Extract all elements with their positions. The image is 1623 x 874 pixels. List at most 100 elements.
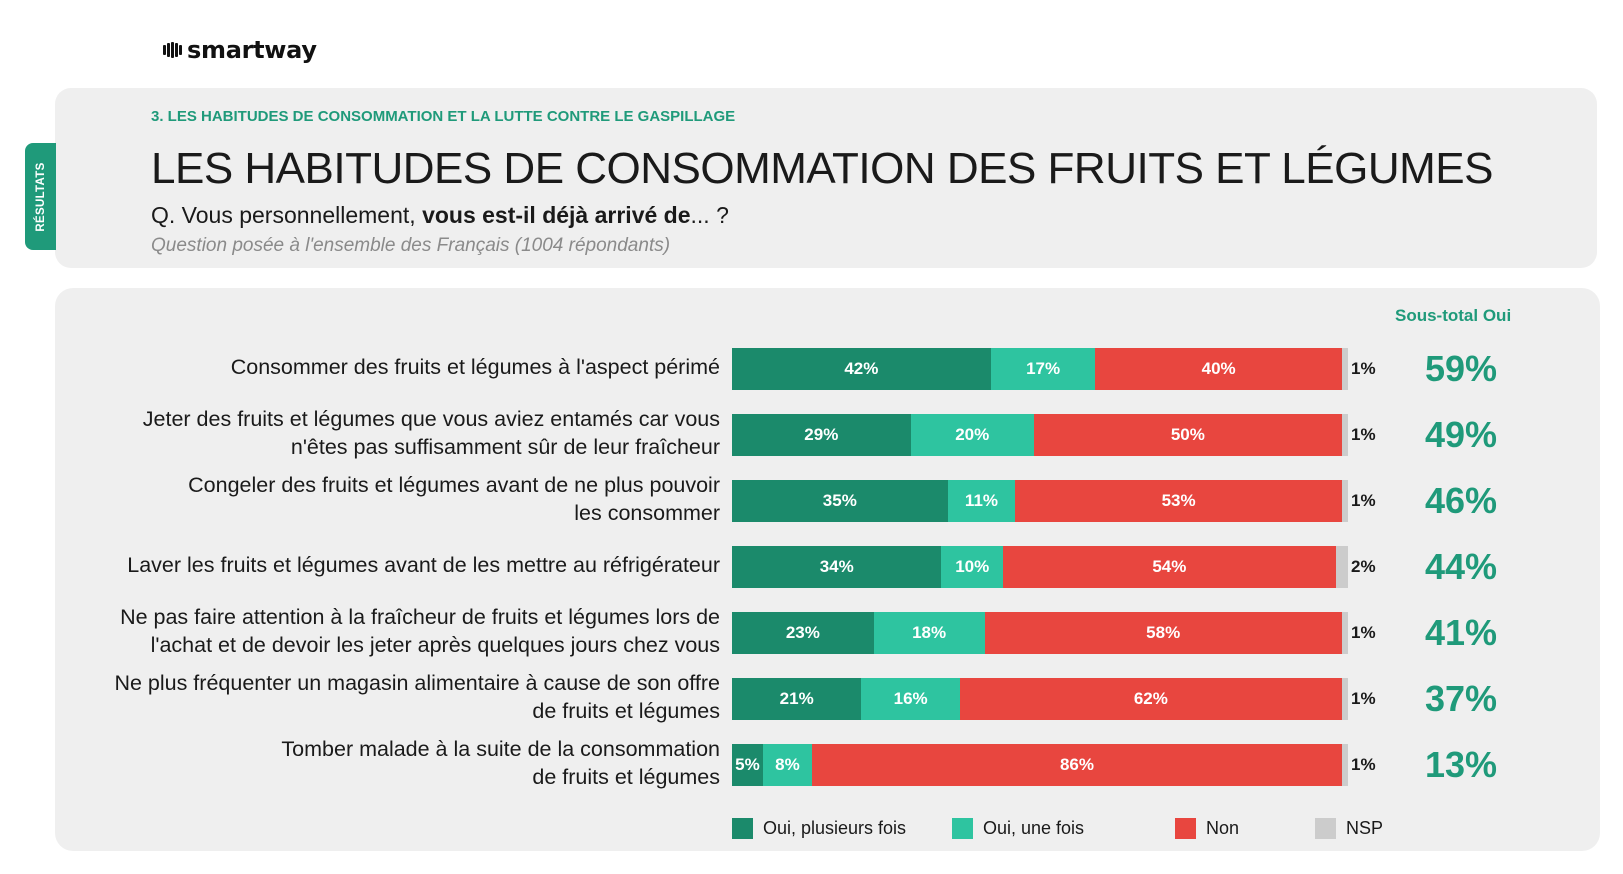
bar-value-label: 42% bbox=[844, 359, 879, 378]
legend-label-nsp: NSP bbox=[1346, 818, 1384, 838]
bar-segment-non: 54% bbox=[1003, 546, 1336, 588]
nsp-value-label: 1% bbox=[1351, 755, 1376, 774]
bar-value-label: 34% bbox=[819, 557, 854, 576]
bar-segment-non: 40% bbox=[1095, 348, 1342, 390]
legend-label-non: Non bbox=[1206, 818, 1240, 838]
bar-segment-oui-une: 17% bbox=[990, 348, 1096, 390]
category-label-line: Consommer des fruits et légumes à l'aspe… bbox=[230, 355, 720, 379]
bar-segment-oui-une: 11% bbox=[947, 480, 1016, 522]
category-label-line: les consommer bbox=[574, 501, 720, 525]
bar-value-label: 18% bbox=[912, 623, 947, 642]
bar-value-label: 17% bbox=[1026, 359, 1061, 378]
nsp-value-label: 1% bbox=[1351, 623, 1376, 642]
bar-segment-oui-plusieurs: 29% bbox=[732, 414, 911, 456]
subtotal-header: Sous-total Oui bbox=[1395, 306, 1512, 325]
bar-segment-oui-une: 10% bbox=[941, 546, 1004, 588]
category-label-line: de fruits et légumes bbox=[532, 699, 720, 723]
section-label: 3. LES HABITUDES DE CONSOMMATION ET LA L… bbox=[151, 108, 736, 125]
bar-value-label: 5% bbox=[735, 755, 760, 774]
category-label-line: n'êtes pas suffisamment sûr de leur fraî… bbox=[290, 435, 720, 459]
subtotal-value: 44% bbox=[1425, 546, 1498, 587]
results-side-tab: RÉSULTATS bbox=[25, 143, 56, 250]
category-label: Tomber malade à la suite de la consommat… bbox=[281, 735, 720, 791]
bar-value-label: 8% bbox=[775, 755, 800, 774]
category-label-line: Ne pas faire attention à la fraîcheur de… bbox=[120, 605, 720, 629]
bar-value-label: 10% bbox=[955, 557, 990, 576]
bar-value-label: 20% bbox=[955, 425, 990, 444]
subtotal-value: 49% bbox=[1425, 414, 1498, 455]
subtotal-value: 41% bbox=[1425, 612, 1498, 653]
category-label: Jeter des fruits et légumes que vous avi… bbox=[143, 405, 720, 461]
question-prefix: Q. Vous personnellement, bbox=[151, 202, 423, 228]
header-panel bbox=[55, 88, 1597, 268]
subtotal-value: 59% bbox=[1425, 348, 1498, 389]
subtotal-value: 46% bbox=[1425, 480, 1498, 521]
nsp-value-label: 1% bbox=[1351, 425, 1376, 444]
category-label: Ne pas faire attention à la fraîcheur de… bbox=[120, 603, 720, 659]
bar-segment-nsp bbox=[1335, 546, 1348, 588]
bar-segment-non: 50% bbox=[1033, 414, 1342, 456]
category-label: Congeler des fruits et légumes avant de … bbox=[188, 471, 720, 527]
bar-value-label: 58% bbox=[1146, 623, 1181, 642]
bar-value-label: 62% bbox=[1133, 689, 1168, 708]
category-label-line: Jeter des fruits et légumes que vous avi… bbox=[142, 407, 720, 431]
subtotal-value: 37% bbox=[1425, 678, 1498, 719]
legend-label-oui-plusieurs: Oui, plusieurs fois bbox=[763, 818, 907, 838]
category-label-line: Laver les fruits et légumes avant de les… bbox=[127, 553, 720, 577]
legend-swatch-oui-plusieurs bbox=[732, 818, 753, 839]
bar-value-label: 40% bbox=[1201, 359, 1236, 378]
legend-item-oui-plusieurs: Oui, plusieurs fois bbox=[732, 818, 906, 839]
nsp-value-label: 2% bbox=[1351, 557, 1376, 576]
legend-item-non: Non bbox=[1175, 818, 1239, 839]
bar-segment-non: 86% bbox=[812, 744, 1342, 786]
bar-segment-nsp bbox=[1341, 612, 1348, 654]
bar-value-label: 86% bbox=[1059, 755, 1094, 774]
legend-swatch-nsp bbox=[1315, 818, 1336, 839]
bar-segment-oui-plusieurs: 35% bbox=[732, 480, 948, 522]
legend-swatch-non bbox=[1175, 818, 1196, 839]
category-label: Laver les fruits et légumes avant de les… bbox=[127, 551, 720, 579]
bar-segment-oui-plusieurs: 21% bbox=[732, 678, 862, 720]
subtotal-value: 13% bbox=[1425, 744, 1498, 785]
legend-item-oui-une: Oui, une fois bbox=[952, 818, 1084, 839]
bar-segment-nsp bbox=[1341, 414, 1348, 456]
bar-value-label: 29% bbox=[804, 425, 839, 444]
question: Q. Vous personnellement, vous est-il déj… bbox=[151, 202, 729, 229]
bar-value-label: 16% bbox=[893, 689, 928, 708]
bar-value-label: 23% bbox=[785, 623, 820, 642]
page-title: LES HABITUDES DE CONSOMMATION DES FRUITS… bbox=[151, 144, 1493, 193]
category-label-line: Tomber malade à la suite de la consommat… bbox=[281, 737, 720, 761]
bar-segment-oui-plusieurs: 42% bbox=[732, 348, 991, 390]
bar-segment-non: 58% bbox=[984, 612, 1342, 654]
category-label: Ne plus fréquenter un magasin alimentair… bbox=[114, 669, 720, 725]
bar-segment-oui-plusieurs: 34% bbox=[732, 546, 942, 588]
legend-item-nsp: NSP bbox=[1315, 818, 1383, 839]
respondents-note: Question posée à l'ensemble des Français… bbox=[151, 235, 671, 256]
smartway-logo-icon bbox=[163, 41, 182, 59]
bar-segment-non: 62% bbox=[959, 678, 1342, 720]
bar-segment-nsp bbox=[1341, 348, 1348, 390]
bar-segment-nsp bbox=[1341, 480, 1348, 522]
bar-value-label: 50% bbox=[1170, 425, 1205, 444]
logo: smartway bbox=[163, 36, 317, 64]
bar-value-label: 53% bbox=[1161, 491, 1196, 510]
bar-segment-oui-une: 20% bbox=[910, 414, 1034, 456]
bar-segment-oui-une: 18% bbox=[873, 612, 985, 654]
legend-label-oui-une: Oui, une fois bbox=[983, 818, 1085, 838]
bar-segment-oui-une: 16% bbox=[861, 678, 960, 720]
bar-segment-oui-plusieurs: 23% bbox=[732, 612, 874, 654]
bar-value-label: 35% bbox=[822, 491, 857, 510]
bar-value-label: 54% bbox=[1152, 557, 1187, 576]
bar-segment-oui-une: 8% bbox=[762, 744, 813, 786]
nsp-value-label: 1% bbox=[1351, 689, 1376, 708]
side-tab-label: RÉSULTATS bbox=[34, 161, 47, 232]
category-label-line: Congeler des fruits et légumes avant de … bbox=[188, 473, 720, 497]
bar-value-label: 11% bbox=[964, 491, 999, 510]
category-label-line: Ne plus fréquenter un magasin alimentair… bbox=[114, 671, 720, 695]
question-bold: vous est-il déjà arrivé de bbox=[422, 202, 691, 228]
legend-swatch-oui-une bbox=[952, 818, 973, 839]
category-label-line: de fruits et légumes bbox=[532, 765, 720, 789]
bar-value-label: 21% bbox=[779, 689, 814, 708]
bar-segment-nsp bbox=[1341, 678, 1348, 720]
nsp-value-label: 1% bbox=[1351, 359, 1376, 378]
